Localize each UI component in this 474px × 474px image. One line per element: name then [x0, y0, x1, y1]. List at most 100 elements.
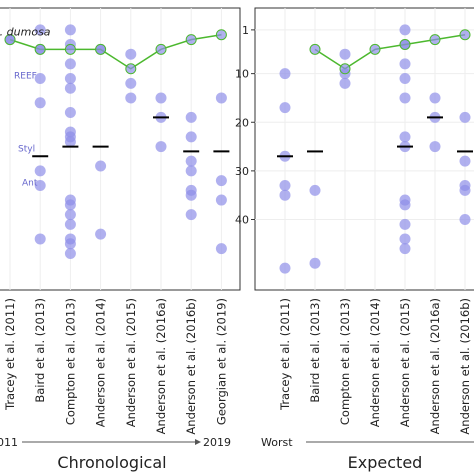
point	[279, 189, 291, 201]
point	[64, 218, 76, 230]
point	[185, 165, 197, 177]
x-tick-label: Compton et al. (2013)	[63, 298, 77, 425]
point	[279, 68, 291, 80]
annotation: REEF	[14, 72, 37, 82]
point	[399, 92, 411, 104]
x-tick-label: Compton et al. (2013)	[338, 298, 352, 425]
axis-start: 2011	[0, 436, 18, 449]
highlight-point	[429, 34, 441, 46]
x-tick-label: Tracey et al. (2011)	[3, 298, 17, 411]
x-tick-label: Anderson et al. (2014)	[94, 298, 108, 427]
y-tick-label: 10	[235, 68, 249, 81]
point	[399, 73, 411, 84]
highlight-point	[309, 43, 321, 55]
point	[125, 48, 137, 60]
point	[125, 92, 137, 104]
point	[95, 160, 107, 172]
x-tick-label: Anderson et al. (2015)	[124, 298, 138, 427]
point	[185, 209, 197, 221]
point	[34, 179, 46, 191]
x-tick-label: Tracey et al. (2011)	[278, 298, 292, 411]
point	[64, 58, 76, 70]
point	[95, 228, 107, 240]
point	[279, 262, 291, 274]
y-tick-label: 30	[235, 165, 249, 178]
panel-title: Expected	[348, 453, 423, 472]
point	[185, 131, 197, 143]
point	[215, 92, 227, 104]
point	[215, 194, 227, 206]
point	[64, 82, 76, 94]
highlight-point	[4, 34, 16, 46]
annotation: Styl	[18, 144, 35, 154]
point	[459, 184, 471, 196]
point	[399, 58, 411, 70]
x-tick-label: Anderson et al. (2016a)	[154, 298, 168, 434]
panel-frame	[0, 7, 241, 291]
point	[399, 199, 411, 211]
point	[34, 97, 46, 109]
highlight-line	[314, 34, 466, 70]
x-tick-label: Anderson et al. (2016a)	[428, 298, 442, 434]
point	[155, 92, 167, 104]
point	[34, 165, 46, 177]
panel-title: Chronological	[57, 453, 166, 472]
point	[185, 155, 197, 167]
point	[399, 131, 411, 143]
point	[64, 199, 76, 211]
point	[34, 233, 46, 245]
point	[64, 209, 76, 221]
axis-start: Worst	[261, 436, 293, 449]
highlight-point	[399, 38, 411, 50]
point	[459, 214, 471, 225]
point	[34, 24, 46, 36]
point	[64, 73, 76, 84]
highlight-point	[125, 63, 137, 75]
point	[34, 73, 46, 84]
x-tick-label: Anderson et al. (2016b)	[184, 298, 198, 435]
point	[185, 111, 197, 123]
point	[399, 218, 411, 230]
point	[279, 179, 291, 191]
point	[215, 243, 227, 255]
point	[185, 189, 197, 201]
point	[64, 238, 76, 250]
highlight-point	[339, 63, 351, 75]
highlight-point	[185, 34, 197, 46]
point	[309, 257, 321, 269]
highlight-label: C. dumosa	[0, 26, 51, 39]
highlight-point	[95, 43, 107, 55]
point	[64, 107, 76, 119]
highlight-point	[34, 43, 46, 55]
point	[64, 136, 76, 148]
highlight-point	[459, 29, 471, 41]
annotation: Ant	[22, 178, 38, 188]
point	[399, 243, 411, 255]
point	[64, 248, 76, 260]
point	[155, 141, 167, 153]
y-tick-label: 1	[242, 24, 249, 37]
point	[399, 233, 411, 245]
point	[339, 77, 351, 89]
highlight-point	[64, 43, 76, 55]
point	[429, 92, 441, 104]
x-tick-label: Anderson et al. (2016b)	[458, 298, 472, 435]
point	[215, 175, 227, 187]
x-tick-label: Baird et al. (2013)	[33, 298, 47, 403]
point	[279, 102, 291, 114]
point	[339, 48, 351, 60]
x-tick-label: Anderson et al. (2015)	[398, 298, 412, 427]
point	[125, 77, 137, 89]
point	[459, 111, 471, 123]
x-tick-label: Anderson et al. (2014)	[368, 298, 382, 427]
x-tick-label: Baird et al. (2013)	[308, 298, 322, 403]
point	[429, 141, 441, 153]
highlight-point	[369, 43, 381, 55]
point	[459, 155, 471, 167]
panel-frame	[254, 7, 474, 291]
highlight-point	[155, 43, 167, 55]
point	[399, 24, 411, 36]
y-tick-label: 40	[235, 214, 249, 227]
arrow-head	[195, 439, 201, 445]
